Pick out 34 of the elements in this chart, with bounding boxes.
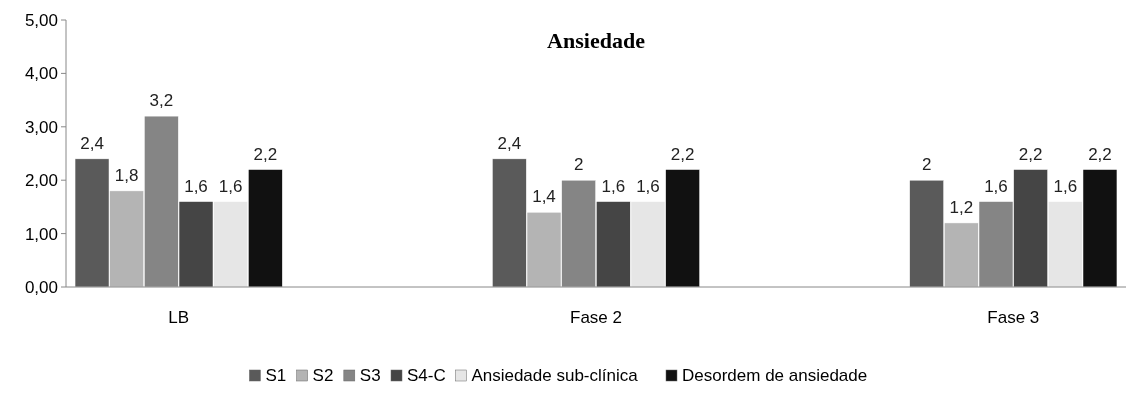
- y-tick-label: 3,00: [24, 117, 58, 137]
- data-label: 1,4: [532, 187, 556, 207]
- legend-label: Ansiedade sub-clínica: [471, 366, 639, 385]
- data-label: 1,2: [949, 197, 974, 217]
- legend-label: S3: [359, 366, 381, 385]
- data-label: 1,6: [601, 176, 626, 196]
- data-label: 1,6: [218, 176, 243, 196]
- legend-label: S2: [312, 366, 334, 385]
- y-tick-label: 5,00: [24, 10, 58, 30]
- data-label: 2,2: [253, 144, 278, 164]
- data-label: 2,4: [497, 133, 522, 153]
- chart-title: Ansiedade: [547, 28, 646, 53]
- data-label: 1,8: [114, 165, 139, 185]
- data-label: 1,6: [1053, 176, 1078, 196]
- data-label: 2: [921, 155, 932, 175]
- data-label: 3,2: [149, 91, 174, 111]
- legend-label: S4-C: [407, 366, 446, 385]
- y-tick-label: 1,00: [24, 224, 58, 244]
- x-tick-label: Fase 2: [570, 308, 622, 327]
- data-label: 2,2: [670, 144, 695, 164]
- x-tick-label: LB: [168, 308, 190, 327]
- data-label: 2,2: [1088, 144, 1112, 164]
- data-label: 2,4: [80, 133, 104, 153]
- legend-label: S1: [265, 366, 287, 385]
- data-label: 2: [573, 155, 584, 175]
- y-tick-label: 4,00: [24, 64, 58, 84]
- y-tick-label: 0,00: [24, 277, 58, 297]
- data-label: 1,6: [984, 176, 1008, 196]
- x-tick-label: Fase 3: [987, 308, 1040, 327]
- data-label: 1,6: [636, 176, 660, 196]
- y-tick-label: 2,00: [24, 171, 58, 191]
- data-label: 2,2: [1018, 144, 1043, 164]
- data-label: 1,6: [184, 176, 208, 196]
- legend-label: Desordem de ansiedade: [682, 366, 868, 385]
